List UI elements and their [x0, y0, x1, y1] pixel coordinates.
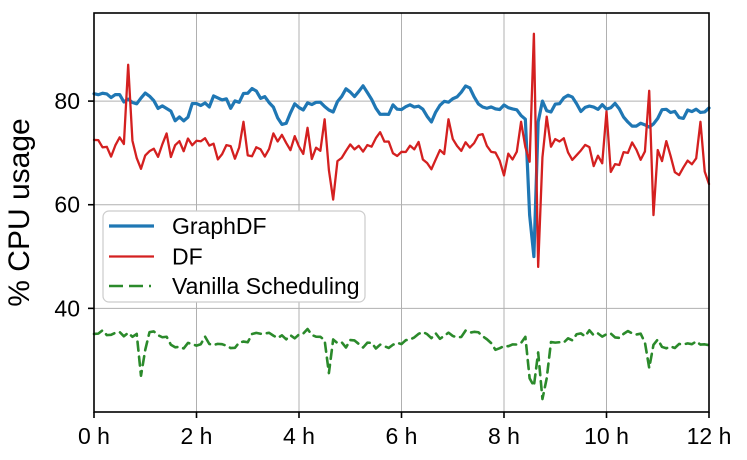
svg-text:0 h: 0 h: [78, 423, 110, 449]
svg-text:4 h: 4 h: [283, 423, 315, 449]
svg-text:60: 60: [54, 192, 80, 218]
svg-text:10 h: 10 h: [584, 423, 629, 449]
svg-text:80: 80: [54, 88, 80, 114]
svg-text:% CPU usage: % CPU usage: [3, 118, 36, 306]
svg-text:12 h: 12 h: [687, 423, 732, 449]
svg-text:6 h: 6 h: [386, 423, 418, 449]
svg-text:Vanilla Scheduling: Vanilla Scheduling: [172, 273, 360, 299]
svg-text:GraphDF: GraphDF: [172, 213, 267, 239]
svg-text:DF: DF: [172, 244, 203, 270]
svg-text:8 h: 8 h: [488, 423, 520, 449]
svg-text:2 h: 2 h: [181, 423, 213, 449]
svg-text:40: 40: [54, 295, 80, 321]
